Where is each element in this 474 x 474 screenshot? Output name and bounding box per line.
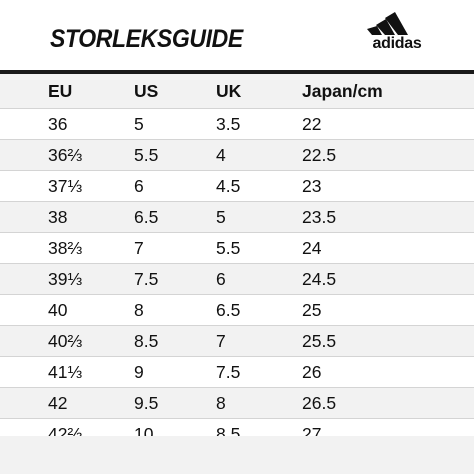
cell-uk: 8 — [216, 393, 226, 413]
cell-us: 7 — [134, 238, 144, 258]
cell-us: 9 — [134, 362, 144, 382]
table-row-spacer — [0, 264, 48, 295]
cell-eu: 38 — [48, 207, 68, 227]
cell-us: 6.5 — [134, 207, 159, 227]
cell-us: 7.5 — [134, 269, 159, 289]
cell-japan-cm: 26 — [302, 362, 322, 382]
cell-japan-cm: 23 — [302, 176, 322, 196]
cell-eu: 39⅓ — [48, 269, 83, 289]
cell-japan-cm: 24.5 — [302, 269, 337, 289]
table-row: 40⅔ 8.5 7 25.5 — [0, 325, 474, 357]
cell-uk: 5.5 — [216, 238, 241, 258]
table-row: 39⅓ 7.5 6 24.5 — [0, 263, 474, 295]
column-header-uk: UK — [216, 81, 242, 101]
table-row: 38⅔ 7 5.5 24 — [0, 232, 474, 264]
cell-uk: 7 — [216, 331, 226, 351]
cell-eu: 36 — [48, 114, 68, 134]
cell-us: 8 — [134, 300, 144, 320]
header-divider — [0, 70, 474, 74]
cell-us: 8.5 — [134, 331, 159, 351]
column-header-japan-cm: Japan/cm — [302, 81, 383, 101]
table-row-spacer — [0, 233, 48, 264]
brand-wordmark: adidas — [372, 35, 422, 52]
table-row-spacer — [0, 357, 48, 388]
table-row-spacer — [0, 109, 48, 140]
cell-japan-cm: 23.5 — [302, 207, 337, 227]
column-header-eu: EU — [48, 81, 73, 101]
adidas-three-stripes-icon — [367, 12, 408, 35]
cell-eu: 40 — [48, 300, 68, 320]
cell-uk: 7.5 — [216, 362, 241, 382]
cell-eu: 42 — [48, 393, 68, 413]
column-header-us: US — [134, 81, 159, 101]
cell-japan-cm: 24 — [302, 238, 322, 258]
table-row-spacer — [0, 295, 48, 326]
table-row: 36 5 3.5 22 — [0, 108, 474, 140]
cell-uk: 4.5 — [216, 176, 241, 196]
table-row-spacer — [0, 202, 48, 233]
cell-uk: 6.5 — [216, 300, 241, 320]
cell-japan-cm: 22 — [302, 114, 322, 134]
header: STORLEKSGUIDE adidas — [0, 0, 474, 70]
table-header-row: EU US UK Japan/cm — [0, 74, 474, 109]
cell-uk: 5 — [216, 207, 226, 227]
table-header-spacer — [0, 74, 48, 109]
table-row: 36⅔ 5.5 4 22.5 — [0, 139, 474, 171]
cell-eu: 38⅔ — [48, 238, 83, 258]
footer-band — [0, 436, 474, 474]
adidas-logo: adidas — [360, 6, 434, 56]
cell-us: 5.5 — [134, 145, 159, 165]
table-row-spacer — [0, 388, 48, 419]
cell-uk: 6 — [216, 269, 226, 289]
cell-eu: 41⅓ — [48, 362, 83, 382]
cell-japan-cm: 26.5 — [302, 393, 337, 413]
table-row: 38 6.5 5 23.5 — [0, 201, 474, 233]
table-row: 41⅓ 9 7.5 26 — [0, 356, 474, 388]
size-table: EU US UK Japan/cm 36 5 3.5 22 36⅔ 5.5 4 22.5 37⅓… — [0, 74, 474, 450]
cell-eu: 36⅔ — [48, 145, 83, 165]
table-row-spacer — [0, 171, 48, 202]
cell-uk: 3.5 — [216, 114, 241, 134]
table-row-spacer — [0, 140, 48, 171]
table-row: 42 9.5 8 26.5 — [0, 387, 474, 419]
table-row: 37⅓ 6 4.5 23 — [0, 170, 474, 202]
size-table-body: 36 5 3.5 22 36⅔ 5.5 4 22.5 37⅓ 6 4.5 23 38 6.5 5 23.5 38… — [0, 108, 474, 450]
cell-japan-cm: 22.5 — [302, 145, 337, 165]
cell-us: 5 — [134, 114, 144, 134]
cell-japan-cm: 25.5 — [302, 331, 337, 351]
cell-japan-cm: 25 — [302, 300, 322, 320]
table-row: 40 8 6.5 25 — [0, 294, 474, 326]
cell-us: 9.5 — [134, 393, 159, 413]
cell-eu: 37⅓ — [48, 176, 83, 196]
page-title: STORLEKSGUIDE — [50, 25, 243, 53]
cell-eu: 40⅔ — [48, 331, 83, 351]
table-row-spacer — [0, 326, 48, 357]
cell-uk: 4 — [216, 145, 226, 165]
cell-us: 6 — [134, 176, 144, 196]
